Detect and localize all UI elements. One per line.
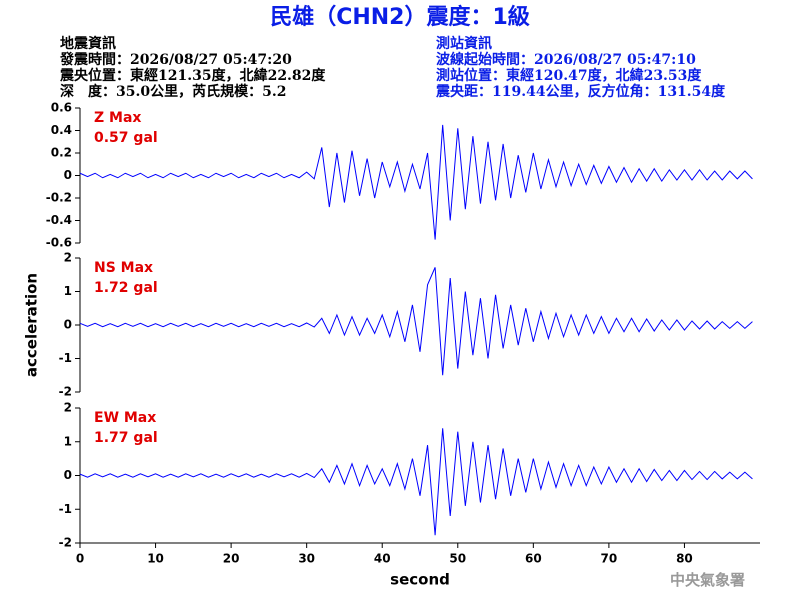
station-line: 波線起始時間：2026/08/27 05:47:10 xyxy=(436,51,696,68)
y-tick-label: 0.2 xyxy=(51,146,72,160)
x-tick-label: 60 xyxy=(525,552,542,566)
station-line: 震央距：119.44公里，反方位角：131.54度 xyxy=(435,83,726,100)
y-tick-label: 2 xyxy=(64,401,72,415)
y-tick-label: 1 xyxy=(64,284,72,298)
y-tick-label: -0.6 xyxy=(46,236,72,250)
info-line: 震央位置：東經121.35度，北緯22.82度 xyxy=(59,67,326,84)
y-tick-label: 0.6 xyxy=(51,101,72,115)
waveform xyxy=(79,428,753,536)
annotation: NS Max xyxy=(94,260,153,276)
waveform xyxy=(79,124,753,240)
annotation: 0.57 gal xyxy=(94,130,158,146)
annotation: 1.77 gal xyxy=(94,430,158,446)
y-tick-label: 1 xyxy=(64,434,72,448)
footer: 中央氣象署 xyxy=(670,571,745,589)
station-line: 測站位置：東經120.47度，北緯23.53度 xyxy=(436,67,702,84)
x-axis-label: second xyxy=(390,571,450,589)
x-tick-label: 30 xyxy=(298,552,315,566)
annotation: 1.72 gal xyxy=(94,280,158,296)
x-tick-label: 20 xyxy=(223,552,240,566)
x-tick-label: 50 xyxy=(449,552,466,566)
x-tick-label: 10 xyxy=(147,552,164,566)
annotation: Z Max xyxy=(94,110,141,126)
y-tick-label: -1 xyxy=(59,502,72,516)
station-line: 測站資訊 xyxy=(436,35,492,52)
info-line: 深 度：35.0公里，芮氏規模：5.2 xyxy=(60,83,286,100)
x-tick-label: 0 xyxy=(76,552,84,566)
info-line: 地震資訊 xyxy=(60,35,116,52)
y-tick-label: 2 xyxy=(64,251,72,265)
y-tick-label: 0 xyxy=(64,318,72,332)
waveform xyxy=(79,267,753,376)
annotation: EW Max xyxy=(94,410,156,426)
y-tick-label: -2 xyxy=(59,385,72,399)
y-axis-label: acceleration xyxy=(23,273,41,377)
x-tick-label: 70 xyxy=(601,552,618,566)
y-tick-label: -0.4 xyxy=(46,213,72,227)
y-tick-label: -2 xyxy=(59,536,72,550)
x-tick-label: 40 xyxy=(374,552,391,566)
y-tick-label: 0 xyxy=(64,468,72,482)
x-tick-label: 80 xyxy=(676,552,693,566)
info-line: 發震時間：2026/08/27 05:47:20 xyxy=(59,51,292,68)
y-tick-label: 0.4 xyxy=(51,123,72,137)
y-tick-label: -1 xyxy=(59,351,72,365)
y-tick-label: -0.2 xyxy=(46,191,72,205)
y-tick-label: 0 xyxy=(64,168,72,182)
chart-title: 民雄（CHN2）震度：1級 xyxy=(270,4,530,30)
